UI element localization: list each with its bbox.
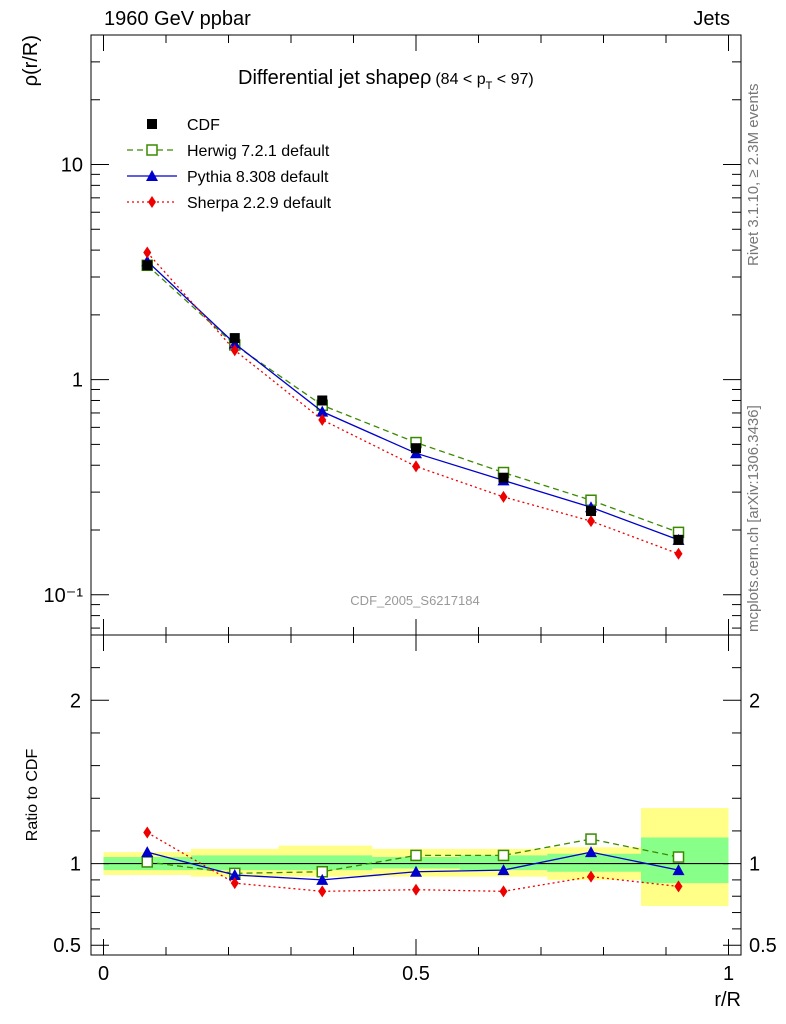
data-point-data [586,506,596,517]
uncertainty-band-inner [372,857,460,869]
series-line-pythia [146,260,679,541]
series-line-herwig [146,264,679,533]
legend-label-herwig: Herwig 7.2.1 default [187,143,330,160]
y-tick-label: 10⁻¹ [44,585,84,607]
ratio-point-pythia [585,846,597,858]
legend-label-data: CDF [187,117,220,134]
ratio-y-tick-label-right: 1 [749,854,760,876]
ratio-point-herwig [672,851,685,863]
ratio-point-herwig [497,849,510,862]
ratio-point-pythia [410,865,422,877]
data-point-data [498,472,509,483]
data-point-sherpa [318,413,327,426]
legend-marker-pythia [146,170,158,181]
legend-label-pythia: Pythia 8.308 default [187,169,329,186]
data-point-pythia [228,337,241,349]
y-tick-label: 1 [72,370,83,392]
chart-title: Differential jet shapeρ (84 < pT < 97) [238,67,534,92]
uncertainty-band-inner [641,837,729,884]
ratio-point-sherpa [143,826,152,839]
ratio-point-herwig [141,856,153,868]
legend-marker-sherpa [148,196,156,208]
process-label: Jets [693,8,730,30]
legend-marker-herwig [146,144,158,156]
ratio-point-sherpa [587,870,595,883]
ratio-point-pythia [228,869,241,880]
ratio-point-sherpa [412,883,420,896]
ratio-point-pythia [316,873,329,885]
data-point-sherpa [143,246,152,259]
x-axis-title: r/R [714,989,741,1011]
ratio-point-pythia [141,846,154,858]
ratio-point-herwig [410,849,422,862]
legend-marker-data [147,119,157,129]
data-point-pythia [316,405,329,417]
ratio-point-sherpa [499,885,508,898]
ratio-y-tick-label: 0.5 [53,935,81,957]
data-point-sherpa [230,344,239,357]
uncertainty-band-inner [547,853,641,872]
legend-label-sherpa: Sherpa 2.2.9 default [187,195,332,212]
ratio-point-pythia [497,864,510,876]
y-tick-label: 10 [61,155,83,177]
data-point-sherpa [499,490,508,503]
ratio-y-tick-label: 2 [70,690,81,712]
series-line-sherpa [146,252,679,555]
data-point-data [317,395,328,406]
energy-label: 1960 GeV ppbar [104,8,251,30]
data-point-data [142,260,153,271]
data-point-sherpa [587,515,595,528]
ratio-y-tick-label: 1 [70,854,81,876]
uncertainty-band-inner [459,855,548,871]
x-tick-label: 0.5 [402,963,430,985]
uncertainty-band-inner [191,855,279,871]
x-tick-label: 0 [98,963,109,985]
uncertainty-band-inner [278,855,373,871]
y-axis-title: ρ(r/R) [20,35,42,86]
ratio-plot-frame [90,634,742,956]
data-point-data [411,443,421,454]
analysis-id-watermark: CDF_2005_S6217184 [350,593,479,608]
ratio-point-sherpa [674,880,683,893]
data-point-data [673,534,684,545]
ratio-point-sherpa [230,877,239,890]
ratio-point-sherpa [318,885,327,898]
data-point-sherpa [412,460,420,473]
rivet-version-label: Rivet 3.1.10, ≥ 2.3M events [745,83,762,267]
data-point-sherpa [674,547,683,560]
ratio-point-herwig [585,833,597,845]
ratio-point-pythia [672,864,685,876]
ratio-y-tick-label-right: 0.5 [749,935,777,957]
x-tick-label: 1 [723,963,734,985]
data-point-data [229,333,240,344]
ratio-y-axis-title: Ratio to CDF [24,749,41,842]
ratio-y-tick-label-right: 2 [749,690,760,712]
mcplots-reference-label: mcplots.cern.ch [arXiv:1306.3436] [745,405,762,632]
